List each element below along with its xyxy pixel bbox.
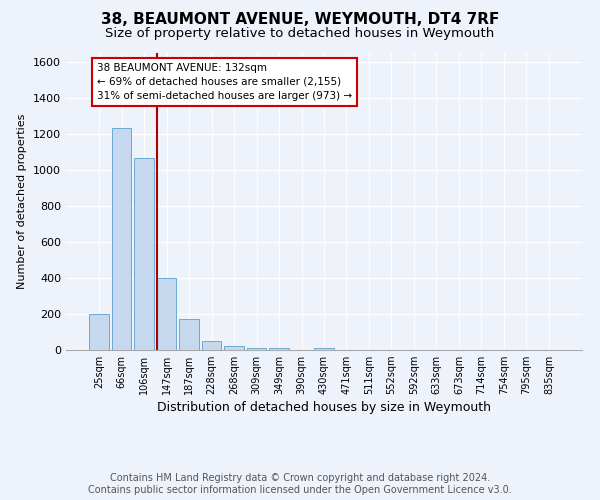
Bar [134, 158, 154, 350]
Text: Contains HM Land Registry data © Crown copyright and database right 2024.
Contai: Contains HM Land Registry data © Crown c… [88, 474, 512, 495]
Y-axis label: Number of detached properties: Number of detached properties [17, 114, 28, 289]
Bar [202, 341, 221, 350]
Bar [179, 320, 199, 350]
Bar [314, 348, 334, 350]
Bar [247, 348, 266, 350]
Text: Size of property relative to detached houses in Weymouth: Size of property relative to detached ho… [106, 28, 494, 40]
X-axis label: Distribution of detached houses by size in Weymouth: Distribution of detached houses by size … [157, 402, 491, 414]
Text: 38, BEAUMONT AVENUE, WEYMOUTH, DT4 7RF: 38, BEAUMONT AVENUE, WEYMOUTH, DT4 7RF [101, 12, 499, 28]
Bar [269, 348, 289, 350]
Text: 38 BEAUMONT AVENUE: 132sqm
← 69% of detached houses are smaller (2,155)
31% of s: 38 BEAUMONT AVENUE: 132sqm ← 69% of deta… [97, 63, 352, 101]
Bar [157, 278, 176, 350]
Bar [112, 128, 131, 350]
Bar [89, 314, 109, 350]
Bar [224, 346, 244, 350]
